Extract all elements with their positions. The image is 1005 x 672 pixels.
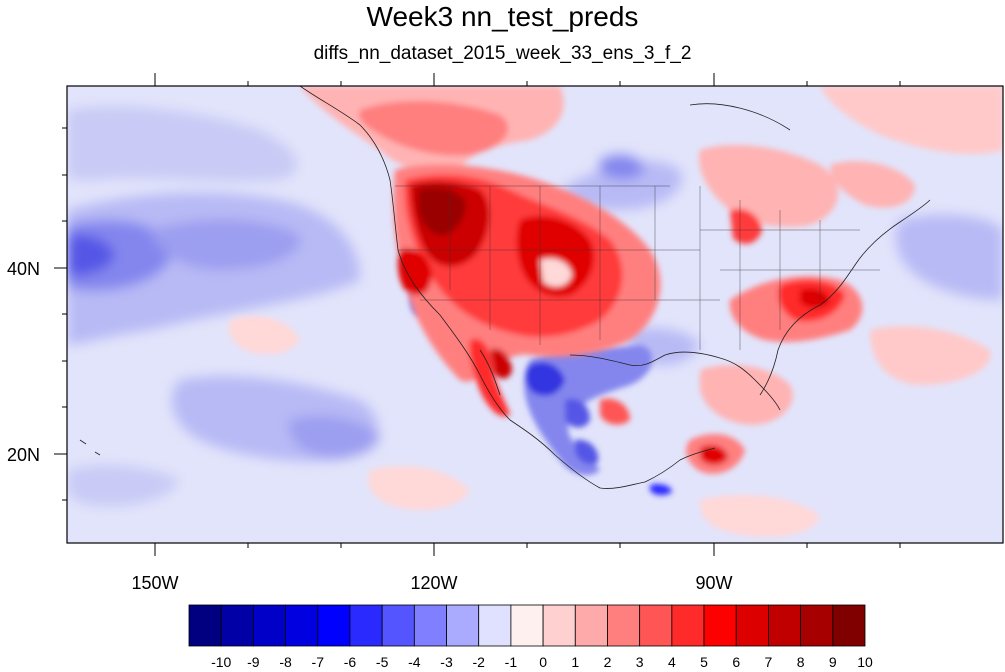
colorbar-label: -10 — [211, 654, 231, 670]
colorbar-swatch — [317, 604, 351, 647]
colorbar-label: -8 — [279, 654, 292, 670]
lat-label-40n: 40N — [7, 259, 40, 279]
colorbar-label: 0 — [539, 654, 547, 670]
political-boundaries — [395, 185, 880, 350]
colorbar-swatch — [252, 604, 286, 647]
colorbar-swatch — [478, 604, 512, 647]
colorbar-label: -9 — [247, 654, 260, 670]
colorbar-swatch — [188, 604, 222, 647]
colorbar-label: 7 — [765, 654, 773, 670]
colorbar-swatch — [607, 604, 641, 647]
colorbar-label: 9 — [829, 654, 837, 670]
negative-anomaly-areas — [67, 106, 1003, 507]
colorbar-label: -4 — [408, 654, 421, 670]
colorbar-label: -7 — [312, 654, 325, 670]
colorbar-swatch — [381, 604, 415, 647]
anomaly-field — [67, 86, 1003, 543]
axis-ticks — [54, 73, 901, 556]
colorbar-swatch — [703, 604, 737, 647]
lat-label-20n: 20N — [7, 445, 40, 465]
colorbar-swatch — [220, 604, 254, 647]
colorbar-swatch — [832, 604, 866, 647]
colorbar-swatch — [285, 604, 319, 647]
colorbar-swatch — [800, 604, 834, 647]
colorbar-swatch — [542, 604, 576, 647]
figure-title: Week3 nn_test_preds — [366, 1, 639, 32]
colorbar-swatch — [413, 604, 447, 647]
colorbar-swatch — [735, 604, 769, 647]
colorbar: -10 -9 -8 -7 -6 -5 -4 -3 -2 -1 0 1 2 3 4 5 6 7 8 9 10 — [188, 604, 873, 670]
colorbar-label: 4 — [668, 654, 676, 670]
colorbar-label: -3 — [440, 654, 453, 670]
colorbar-swatch — [768, 604, 802, 647]
colorbar-label: -5 — [376, 654, 389, 670]
colorbar-swatch — [574, 604, 608, 647]
colorbar-label: 2 — [604, 654, 612, 670]
figure-subtitle: diffs_nn_dataset_2015_week_33_ens_3_f_2 — [313, 43, 692, 64]
colorbar-swatch — [510, 604, 544, 647]
colorbar-label: 5 — [700, 654, 708, 670]
colorbar-label: -6 — [344, 654, 357, 670]
colorbar-label: 8 — [797, 654, 805, 670]
colorbar-swatch — [349, 604, 383, 647]
colorbar-label: -1 — [505, 654, 518, 670]
positive-anomaly-areas — [228, 86, 1003, 537]
colorbar-label: 1 — [571, 654, 579, 670]
colorbar-swatch — [671, 604, 705, 647]
coastlines — [79, 86, 931, 489]
lon-label-150w: 150W — [131, 573, 178, 593]
mexico-negative-anomaly — [410, 288, 672, 496]
lon-label-90w: 90W — [695, 573, 732, 593]
colorbar-label: 6 — [732, 654, 740, 670]
colorbar-label: 3 — [636, 654, 644, 670]
colorbar-label: 10 — [857, 654, 873, 670]
colorbar-swatch — [639, 604, 673, 647]
lon-label-120w: 120W — [410, 573, 457, 593]
colorbar-swatch — [446, 604, 480, 647]
colorbar-label: -2 — [472, 654, 485, 670]
